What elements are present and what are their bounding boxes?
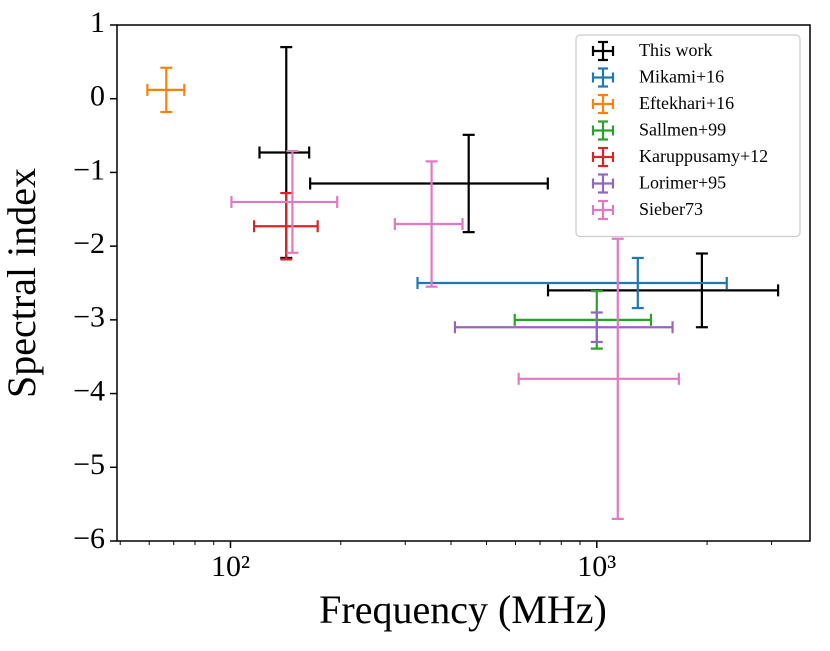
- legend-label: This work: [639, 40, 713, 60]
- y-tick-label: −4: [73, 374, 105, 407]
- y-axis-label: Spectral index: [0, 168, 44, 398]
- y-tick-label: 1: [90, 6, 105, 39]
- plot-frame: [116, 24, 811, 542]
- y-tick-label: −2: [73, 227, 105, 260]
- legend-label: Eftekhari+16: [639, 93, 734, 113]
- x-axis-label: Frequency (MHz): [319, 587, 607, 632]
- legend-label: Sallmen+99: [639, 120, 726, 140]
- legend-label: Lorimer+95: [639, 173, 726, 193]
- y-tick-label: −6: [73, 522, 105, 555]
- legend-label: Sieber73: [639, 199, 703, 219]
- y-tick-label: −5: [73, 448, 105, 481]
- legend-label: Karuppusamy+12: [639, 146, 768, 166]
- legend-box: [575, 34, 801, 238]
- x-tick-label: 10²: [211, 550, 250, 583]
- y-tick-label: 0: [90, 80, 105, 113]
- legend-label: Mikami+16: [639, 67, 724, 87]
- y-tick-label: −1: [73, 153, 105, 186]
- y-tick-label: −3: [73, 301, 105, 334]
- x-tick-label: 10³: [577, 550, 616, 583]
